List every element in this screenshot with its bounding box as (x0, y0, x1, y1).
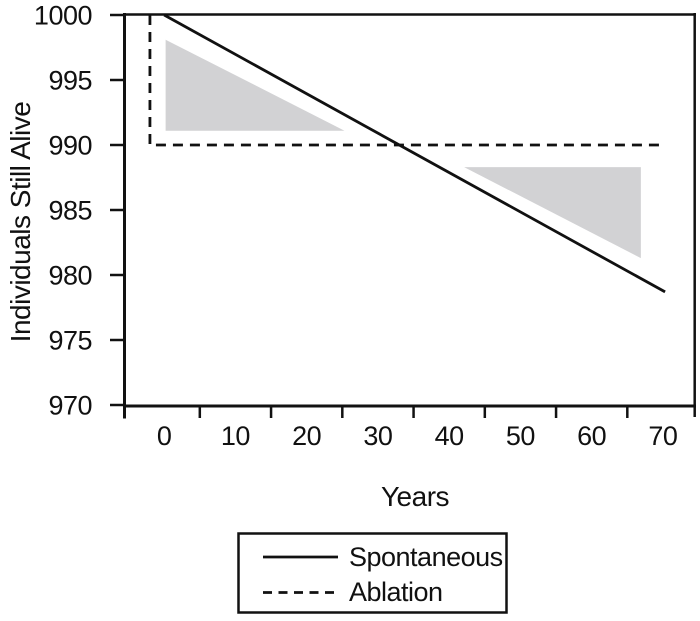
x-tick-label-30: 30 (363, 421, 392, 451)
x-tick-label-0: 0 (157, 421, 172, 451)
x-tick-label-40: 40 (435, 421, 464, 451)
legend-label-spontaneous: Spontaneous (349, 542, 503, 572)
y-axis-title: Individuals Still Alive (5, 102, 36, 343)
y-tick-label-1000: 1000 (34, 1, 92, 31)
y-tick-label-985: 985 (48, 196, 92, 226)
y-tick-label-980: 980 (48, 261, 92, 291)
x-tick-label-60: 60 (577, 421, 606, 451)
series-line-spontaneous (163, 13, 666, 294)
legend-box (237, 532, 508, 614)
legend-label-ablation: Ablation (349, 577, 443, 607)
x-tick-label-50: 50 (506, 421, 535, 451)
x-tick-label-70: 70 (648, 421, 677, 451)
y-tick-label-995: 995 (48, 66, 92, 96)
shaded-region-excess-deaths-ablation-late (464, 167, 641, 259)
y-tick-labels-layer: 1000 995 990 985 980 975 970 (34, 1, 93, 421)
x-ticks-layer (198, 406, 629, 418)
x-tick-labels-layer: 0 10 20 30 40 50 60 70 (157, 421, 678, 451)
y-tick-label-990: 990 (48, 131, 92, 161)
series-layer (148, 13, 666, 294)
y-tick-label-970: 970 (48, 391, 92, 421)
y-tick-label-975: 975 (48, 326, 92, 356)
shaded-region-excess-deaths-spontaneous-early (165, 39, 345, 131)
y-ticks-layer (110, 13, 124, 407)
x-axis-title: Years (381, 481, 449, 512)
series-line-ablation (148, 15, 666, 147)
x-tick-label-10: 10 (221, 421, 250, 451)
plot-frame (123, 13, 696, 419)
legend: Spontaneous Ablation (237, 532, 508, 614)
x-tick-label-20: 20 (292, 421, 321, 451)
shaded-regions-layer (165, 39, 641, 259)
